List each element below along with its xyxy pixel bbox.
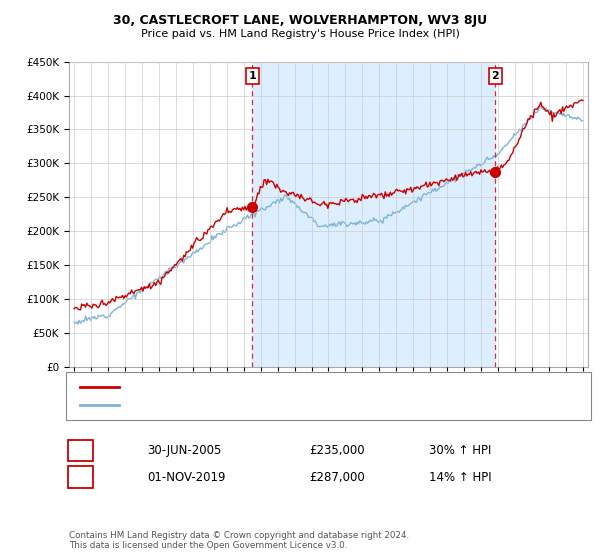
- Text: £235,000: £235,000: [309, 444, 365, 458]
- Bar: [252, 62, 495, 367]
- Text: 2: 2: [491, 71, 499, 81]
- Text: 30, CASTLECROFT LANE, WOLVERHAMPTON, WV3 8JU (detached house): 30, CASTLECROFT LANE, WOLVERHAMPTON, WV3…: [128, 382, 501, 392]
- Text: 30, CASTLECROFT LANE, WOLVERHAMPTON, WV3 8JU: 30, CASTLECROFT LANE, WOLVERHAMPTON, WV3…: [113, 14, 487, 27]
- Text: 14% ↑ HPI: 14% ↑ HPI: [429, 470, 491, 484]
- Text: 1: 1: [76, 444, 85, 458]
- Text: 30% ↑ HPI: 30% ↑ HPI: [429, 444, 491, 458]
- Text: 01-NOV-2019: 01-NOV-2019: [147, 470, 226, 484]
- Text: £287,000: £287,000: [309, 470, 365, 484]
- Text: Price paid vs. HM Land Registry's House Price Index (HPI): Price paid vs. HM Land Registry's House …: [140, 29, 460, 39]
- Text: 2: 2: [76, 470, 85, 484]
- Text: Contains HM Land Registry data © Crown copyright and database right 2024.
This d: Contains HM Land Registry data © Crown c…: [69, 530, 409, 550]
- Text: 1: 1: [248, 71, 256, 81]
- Text: HPI: Average price, detached house, Wolverhampton: HPI: Average price, detached house, Wolv…: [128, 400, 403, 410]
- Text: 30-JUN-2005: 30-JUN-2005: [147, 444, 221, 458]
